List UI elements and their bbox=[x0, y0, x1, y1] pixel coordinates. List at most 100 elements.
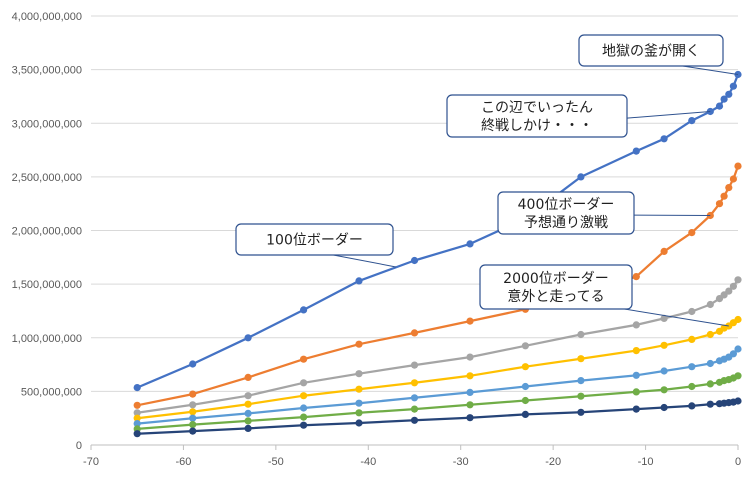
data-point bbox=[734, 70, 742, 79]
axes: 0 500,000,000 1,000,000,000 1,500,000,000 2,… bbox=[12, 11, 741, 468]
data-point bbox=[577, 377, 585, 385]
data-point bbox=[632, 321, 640, 329]
data-point bbox=[244, 417, 252, 425]
y-tick-label: 1,000,000,000 bbox=[12, 333, 82, 345]
data-point bbox=[632, 388, 640, 396]
y-tick-label: 3,500,000,000 bbox=[12, 65, 82, 77]
data-point bbox=[466, 317, 474, 325]
data-point bbox=[244, 334, 252, 342]
data-point bbox=[410, 256, 419, 265]
callout-text: この辺でいったん bbox=[481, 100, 593, 116]
data-point bbox=[660, 367, 668, 375]
data-point bbox=[688, 363, 696, 371]
data-point bbox=[660, 314, 668, 322]
data-point bbox=[466, 240, 474, 248]
y-tick-label: 0 bbox=[76, 440, 82, 452]
data-point bbox=[355, 399, 363, 407]
data-point bbox=[521, 342, 530, 350]
series-5 bbox=[133, 345, 742, 428]
data-point bbox=[189, 401, 197, 409]
data-point bbox=[706, 300, 714, 309]
data-point bbox=[688, 382, 696, 391]
data-point bbox=[410, 329, 419, 337]
data-point bbox=[577, 392, 585, 400]
callout-text: 400位ボーダー bbox=[518, 197, 615, 213]
data-point bbox=[300, 404, 308, 412]
y-tick-label: 1,500,000,000 bbox=[12, 279, 82, 291]
x-tick-label: -20 bbox=[545, 456, 561, 468]
series-line bbox=[137, 399, 739, 435]
x-tick-label: 0 bbox=[735, 456, 741, 468]
data-point bbox=[410, 394, 419, 402]
data-point bbox=[632, 371, 640, 379]
series-2 bbox=[133, 162, 742, 409]
series-line bbox=[137, 279, 739, 414]
callout-text: 2000位ボーダー bbox=[503, 271, 609, 287]
data-point bbox=[189, 360, 197, 368]
data-point bbox=[734, 315, 742, 324]
data-point bbox=[632, 147, 640, 155]
callout-box bbox=[497, 191, 635, 235]
data-point bbox=[133, 401, 141, 409]
y-tick-label: 3,000,000,000 bbox=[12, 118, 82, 130]
data-point bbox=[189, 421, 197, 429]
series-4 bbox=[133, 315, 742, 422]
callout-leader bbox=[626, 110, 711, 119]
data-point bbox=[300, 392, 308, 400]
data-point bbox=[355, 385, 363, 393]
data-point bbox=[466, 414, 474, 422]
data-point bbox=[300, 421, 308, 429]
callout-leader bbox=[682, 65, 739, 75]
callout-box bbox=[578, 34, 724, 67]
data-point bbox=[300, 379, 308, 387]
data-point bbox=[466, 401, 474, 409]
data-point bbox=[410, 405, 419, 413]
data-point bbox=[244, 392, 252, 400]
data-point bbox=[244, 400, 252, 408]
data-point bbox=[688, 117, 696, 125]
series-lines bbox=[133, 70, 742, 438]
data-point bbox=[521, 363, 530, 371]
series-1 bbox=[133, 70, 742, 392]
data-point bbox=[355, 340, 363, 348]
y-tick-label: 2,500,000,000 bbox=[12, 172, 82, 184]
callout-leader bbox=[624, 308, 729, 327]
y-tick-label: 500,000,000 bbox=[21, 386, 82, 398]
data-point bbox=[729, 82, 738, 90]
data-point bbox=[133, 414, 141, 422]
data-point bbox=[577, 330, 585, 339]
x-tick-label: -30 bbox=[453, 456, 469, 468]
data-point bbox=[734, 372, 742, 380]
x-tick-label: -50 bbox=[268, 456, 284, 468]
series-line bbox=[136, 74, 740, 389]
data-point bbox=[729, 282, 738, 290]
data-point bbox=[729, 350, 738, 358]
data-point bbox=[715, 200, 724, 208]
series-line bbox=[137, 318, 739, 420]
data-point bbox=[410, 361, 419, 369]
callout-text: 100位ボーダー bbox=[266, 233, 363, 249]
data-point bbox=[355, 277, 363, 285]
data-point bbox=[688, 307, 696, 316]
data-point bbox=[688, 229, 696, 237]
callout-text: 地獄の釜が開く bbox=[602, 44, 700, 60]
data-point bbox=[660, 386, 668, 394]
data-point bbox=[660, 341, 668, 349]
data-point bbox=[632, 405, 640, 413]
series-6 bbox=[133, 372, 742, 433]
x-tick-label: -70 bbox=[83, 456, 99, 468]
y-tick-label: 4,000,000,000 bbox=[12, 11, 82, 23]
series-3 bbox=[133, 276, 742, 417]
data-point bbox=[632, 347, 640, 355]
data-point bbox=[725, 184, 733, 192]
y-tick-label: 2,000,000,000 bbox=[12, 226, 82, 238]
data-point bbox=[133, 420, 141, 428]
data-point bbox=[300, 355, 308, 363]
data-point bbox=[300, 413, 308, 421]
data-point bbox=[715, 102, 724, 110]
